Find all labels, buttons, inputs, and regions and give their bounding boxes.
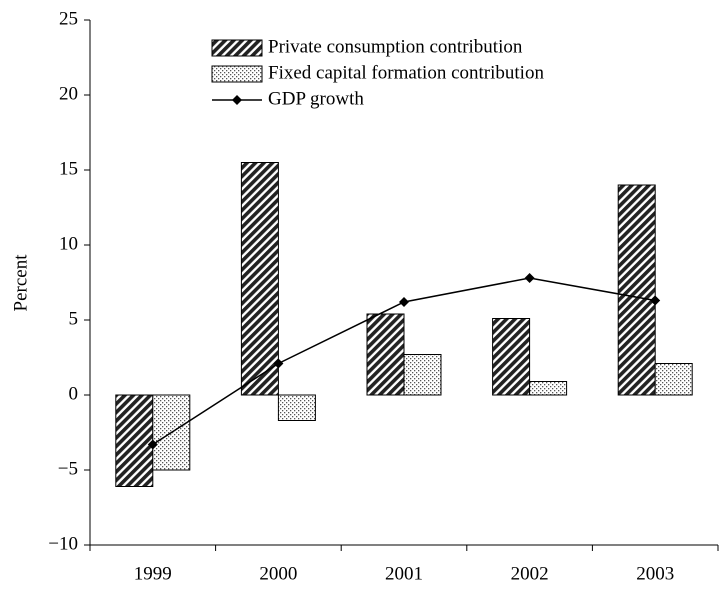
y-tick-label: 20 (59, 83, 78, 104)
bar (654, 363, 693, 396)
legend-swatch (211, 39, 263, 57)
point (650, 295, 661, 306)
y-tick-label: 25 (59, 8, 78, 29)
y-tick-label: 15 (59, 158, 78, 179)
x-tick-label: 2001 (385, 563, 423, 584)
x-tick-label: 1999 (134, 563, 172, 584)
y-axis-label: Percent (10, 254, 31, 312)
y-tick-label: −10 (48, 533, 78, 554)
point (524, 273, 535, 283)
legend-label: Fixed capital formation contribution (268, 62, 544, 83)
y-tick-label: −5 (58, 458, 78, 479)
legend-label: GDP growth (268, 88, 364, 109)
legend-label: Private consumption contribution (268, 36, 523, 57)
bar (403, 354, 442, 396)
bar (240, 162, 279, 396)
point (399, 297, 409, 307)
y-tick-label: 5 (69, 308, 79, 329)
bar (277, 394, 316, 421)
legend-swatch (211, 65, 263, 83)
x-tick-label: 2000 (259, 563, 297, 584)
bar (366, 313, 405, 396)
x-tick-label: 2003 (636, 563, 674, 584)
point (273, 358, 284, 369)
bar (529, 381, 568, 396)
bar (115, 394, 154, 487)
bar (617, 184, 656, 396)
x-tick-label: 2002 (511, 563, 549, 584)
y-tick-label: 10 (59, 233, 78, 254)
legend-marker (232, 95, 242, 105)
bar (492, 318, 531, 396)
point (147, 439, 158, 450)
y-tick-label: 0 (69, 383, 79, 404)
